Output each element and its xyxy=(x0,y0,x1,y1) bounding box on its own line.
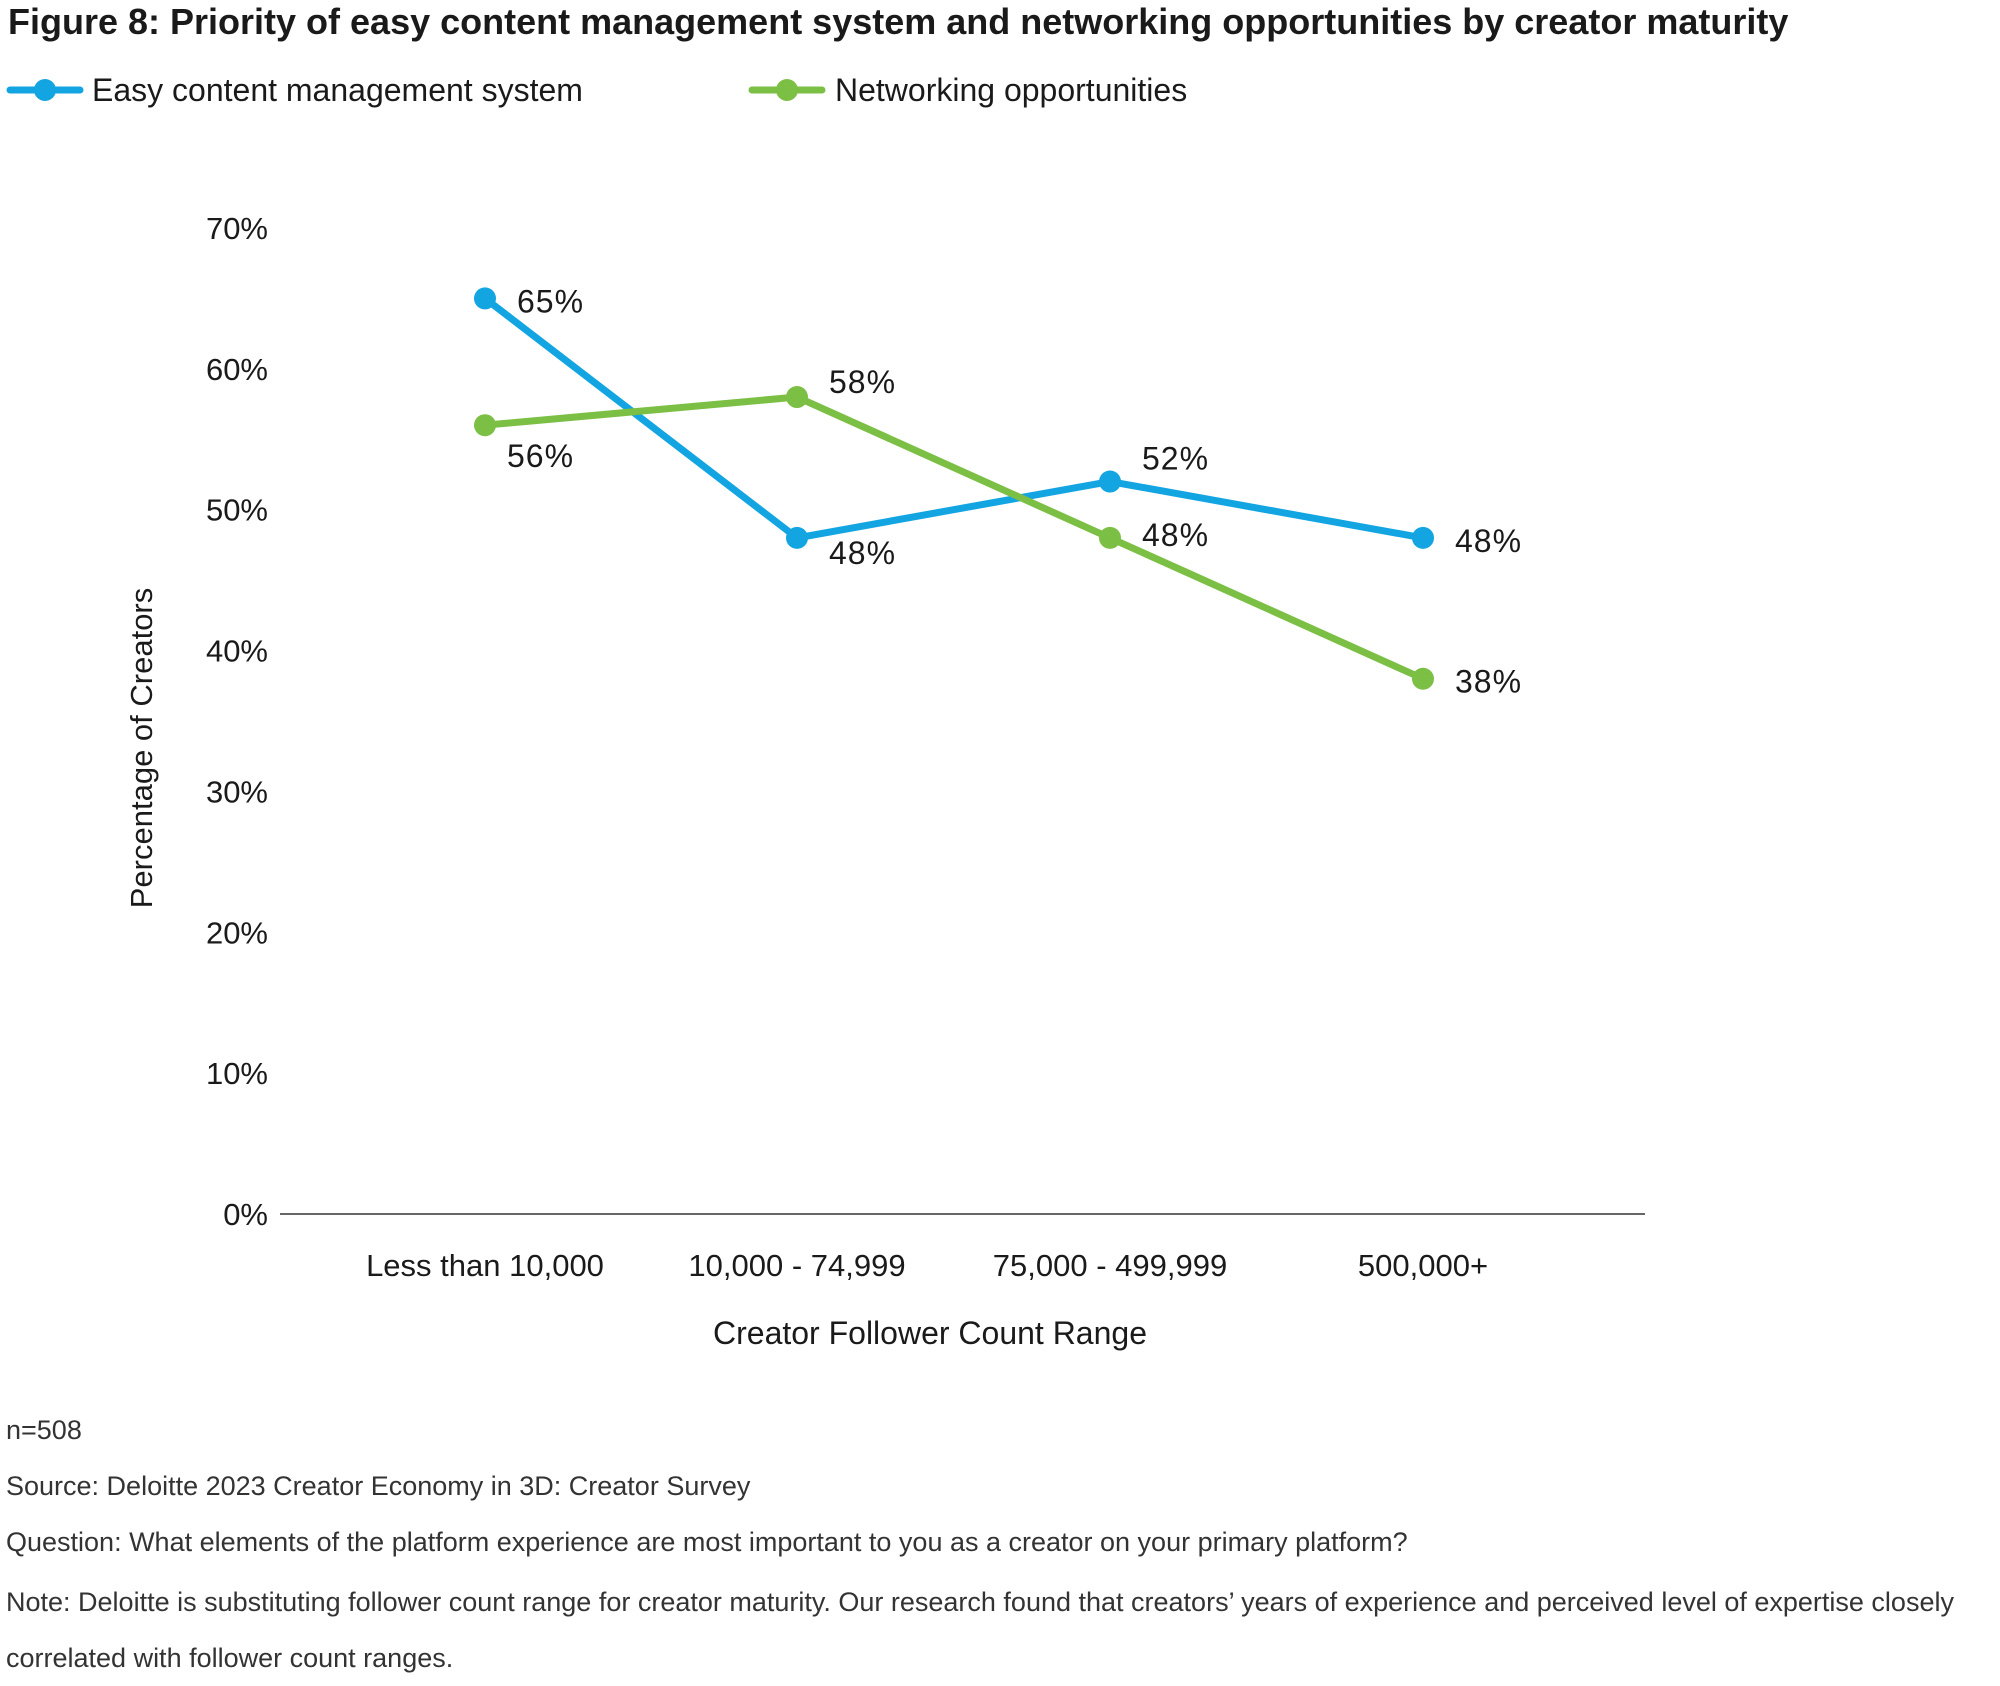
y-tick-label: 40% xyxy=(206,634,268,669)
x-tick-label: 75,000 - 499,999 xyxy=(993,1248,1227,1283)
data-label: 58% xyxy=(829,364,896,400)
data-label: 65% xyxy=(517,283,584,319)
data-label: 48% xyxy=(1455,523,1522,559)
y-axis: 0% 10% 20% 30% 40% 50% 60% 70% Percentage of Cre… xyxy=(124,211,268,1232)
legend: Easy content management system Networking… xyxy=(6,72,1187,108)
y-tick-label: 0% xyxy=(223,1197,268,1232)
series-line xyxy=(481,294,1427,542)
y-tick-label: 20% xyxy=(206,915,268,950)
legend-swatch-marker xyxy=(34,79,56,101)
y-tick-label: 70% xyxy=(206,211,268,246)
series-layer: 65% 48% 52% 48% 56% 58% 48% 38% xyxy=(474,283,1522,700)
question-note: Question: What elements of the platform … xyxy=(6,1527,1408,1557)
data-point xyxy=(786,526,808,549)
sample-size-note: n=508 xyxy=(6,1415,82,1445)
legend-label: Easy content management system xyxy=(92,72,583,108)
data-label: 52% xyxy=(1142,441,1209,477)
data-point xyxy=(474,287,496,310)
data-label: 48% xyxy=(829,535,896,571)
data-point xyxy=(1412,526,1434,549)
source-note: Source: Deloitte 2023 Creator Economy in… xyxy=(6,1471,751,1501)
data-label: 56% xyxy=(507,438,574,474)
legend-swatch-marker xyxy=(776,79,798,101)
y-tick-label: 60% xyxy=(206,352,268,387)
x-axis: Less than 10,000 10,000 - 74,999 75,000 - … xyxy=(280,1213,1645,1351)
y-tick-label: 50% xyxy=(206,493,268,528)
legend-label: Networking opportunities xyxy=(835,72,1187,108)
methodology-note: Note: Deloitte is substituting follower … xyxy=(6,1587,1954,1673)
line-chart: Easy content management system Networking… xyxy=(6,72,1645,1351)
x-tick-label: 10,000 - 74,999 xyxy=(688,1248,905,1283)
chart-title: Figure 8: Priority of easy content manag… xyxy=(8,1,1789,42)
data-point xyxy=(1412,667,1434,690)
data-point xyxy=(786,386,808,409)
data-point xyxy=(474,414,496,437)
series-line xyxy=(481,393,1427,683)
data-label: 38% xyxy=(1455,664,1522,700)
data-label: 48% xyxy=(1142,517,1209,553)
data-point xyxy=(1099,526,1121,549)
data-point xyxy=(1099,470,1121,493)
y-tick-label: 10% xyxy=(206,1056,268,1091)
x-tick-label: 500,000+ xyxy=(1358,1248,1488,1283)
y-tick-label: 30% xyxy=(206,774,268,809)
y-axis-title: Percentage of Creators xyxy=(124,588,159,909)
x-axis-title: Creator Follower Count Range xyxy=(713,1315,1147,1351)
x-tick-label: Less than 10,000 xyxy=(366,1248,604,1283)
